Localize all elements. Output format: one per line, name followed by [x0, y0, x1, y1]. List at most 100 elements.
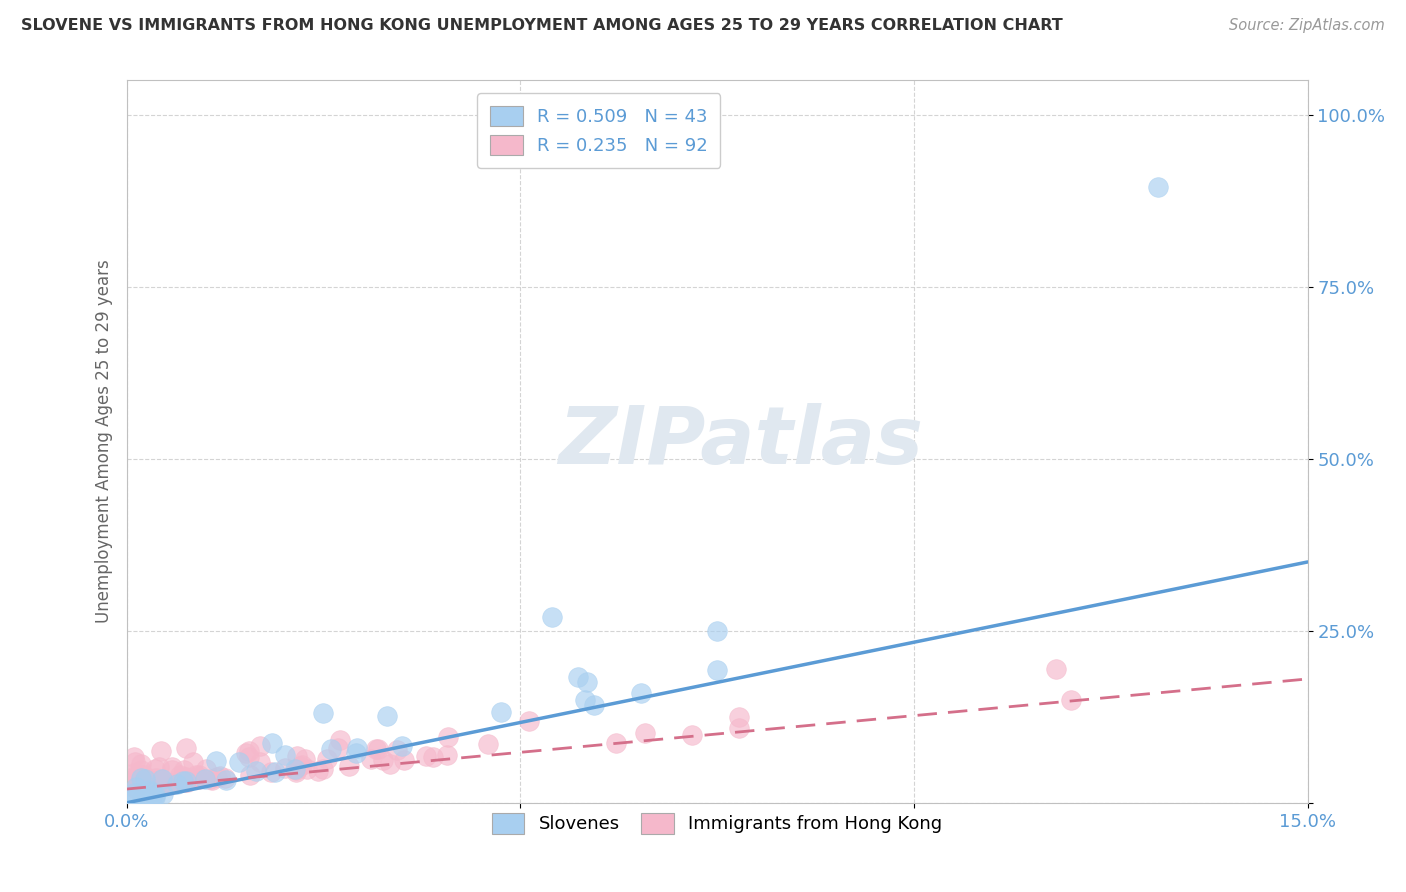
Y-axis label: Unemployment Among Ages 25 to 29 years: Unemployment Among Ages 25 to 29 years	[94, 260, 112, 624]
Point	[228, 756, 250, 770]
Point	[339, 759, 361, 773]
Point	[728, 721, 751, 735]
Point	[149, 744, 172, 758]
Point	[285, 749, 308, 764]
Point	[184, 767, 207, 781]
Point	[124, 786, 146, 800]
Point	[138, 783, 160, 797]
Point	[125, 780, 148, 794]
Point	[143, 773, 166, 788]
Point	[605, 736, 627, 750]
Point	[214, 771, 236, 785]
Point	[169, 774, 191, 789]
Point	[150, 772, 173, 787]
Point	[209, 769, 232, 783]
Point	[249, 739, 271, 753]
Point	[172, 774, 194, 789]
Point	[169, 768, 191, 782]
Point	[326, 741, 349, 756]
Point	[198, 772, 221, 786]
Point	[367, 742, 389, 756]
Point	[155, 775, 177, 789]
Point	[201, 772, 224, 787]
Point	[134, 772, 156, 786]
Point	[517, 714, 540, 729]
Point	[1060, 693, 1083, 707]
Point	[145, 771, 167, 785]
Point	[187, 768, 209, 782]
Point	[162, 763, 184, 777]
Point	[706, 624, 728, 638]
Point	[174, 770, 197, 784]
Point	[295, 762, 318, 776]
Point	[346, 746, 368, 760]
Point	[415, 748, 437, 763]
Point	[125, 768, 148, 782]
Point	[249, 756, 271, 770]
Point	[131, 774, 153, 789]
Text: SLOVENE VS IMMIGRANTS FROM HONG KONG UNEMPLOYMENT AMONG AGES 25 TO 29 YEARS CORR: SLOVENE VS IMMIGRANTS FROM HONG KONG UNE…	[21, 18, 1063, 33]
Point	[391, 739, 413, 753]
Point	[187, 771, 209, 785]
Point	[436, 748, 458, 763]
Point	[152, 787, 174, 801]
Point	[129, 779, 152, 793]
Point	[143, 762, 166, 776]
Point	[173, 775, 195, 789]
Point	[129, 772, 152, 786]
Point	[373, 753, 395, 767]
Point	[148, 760, 170, 774]
Point	[364, 742, 387, 756]
Point	[260, 736, 283, 750]
Point	[1045, 662, 1067, 676]
Point	[681, 728, 703, 742]
Point	[215, 772, 238, 787]
Point	[124, 779, 146, 793]
Point	[238, 750, 260, 764]
Point	[124, 780, 146, 795]
Point	[728, 710, 751, 724]
Point	[181, 756, 204, 770]
Point	[319, 742, 342, 756]
Point	[316, 751, 339, 765]
Point	[143, 777, 166, 791]
Point	[124, 781, 146, 796]
Point	[131, 757, 153, 772]
Point	[188, 772, 211, 786]
Point	[143, 788, 166, 802]
Point	[437, 730, 460, 744]
Point	[360, 752, 382, 766]
Point	[291, 757, 314, 772]
Point	[706, 663, 728, 677]
Point	[273, 748, 295, 763]
Point	[124, 750, 146, 764]
Legend: Slovenes, Immigrants from Hong Kong: Slovenes, Immigrants from Hong Kong	[485, 805, 949, 841]
Point	[378, 757, 401, 772]
Point	[238, 744, 260, 758]
Point	[174, 774, 197, 789]
Point	[346, 741, 368, 756]
Point	[385, 743, 408, 757]
Point	[274, 761, 297, 775]
Point	[205, 770, 228, 784]
Text: ZIPatlas: ZIPatlas	[558, 402, 924, 481]
Point	[124, 766, 146, 780]
Point	[124, 772, 146, 786]
Point	[141, 790, 163, 805]
Point	[187, 771, 209, 785]
Point	[124, 755, 146, 769]
Point	[288, 759, 311, 773]
Point	[165, 775, 187, 789]
Point	[235, 746, 257, 760]
Point	[634, 726, 657, 740]
Point	[194, 772, 217, 787]
Point	[575, 674, 598, 689]
Point	[422, 750, 444, 764]
Point	[141, 777, 163, 791]
Point	[132, 768, 155, 782]
Point	[260, 765, 283, 780]
Point	[284, 762, 307, 776]
Point	[176, 775, 198, 789]
Point	[139, 785, 162, 799]
Point	[245, 764, 267, 778]
